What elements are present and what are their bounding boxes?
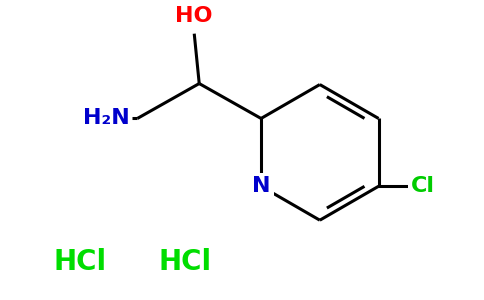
Text: H₂N: H₂N xyxy=(83,109,129,128)
Text: HCl: HCl xyxy=(159,248,212,276)
Text: HO: HO xyxy=(176,6,213,26)
Text: Cl: Cl xyxy=(410,176,435,196)
Text: N: N xyxy=(252,176,270,196)
Text: HCl: HCl xyxy=(54,248,107,276)
